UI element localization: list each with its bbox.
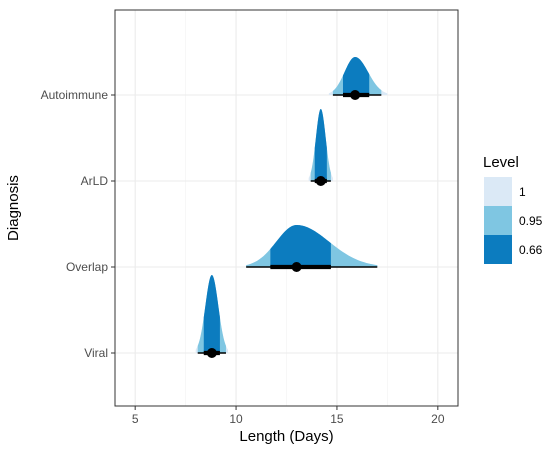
y-tick-label: Viral (84, 346, 108, 360)
legend: Level 1 0.95 0.66 (483, 154, 543, 264)
axes: 5 10 15 20 Autoimmune ArLD Overlap Viral (41, 88, 445, 426)
legend-title: Level (483, 154, 519, 171)
x-axis-title: Length (Days) (239, 428, 333, 445)
legend-key (484, 235, 512, 264)
density-slab-level-0.66 (314, 109, 327, 181)
median-point (315, 176, 326, 186)
legend-label: 0.66 (519, 243, 543, 257)
x-tick-label: 10 (229, 412, 243, 426)
plot-grid (115, 10, 458, 406)
x-tick-label: 15 (330, 412, 344, 426)
density-slab-level-0.66 (203, 275, 220, 353)
y-tick-label: Autoimmune (41, 88, 109, 102)
legend-label: 0.95 (519, 214, 543, 228)
x-tick-label: 5 (132, 412, 139, 426)
plot-marks (195, 57, 388, 358)
median-point (291, 262, 302, 272)
y-tick-label: ArLD (81, 174, 109, 188)
y-axis-title: Diagnosis (5, 175, 22, 241)
density-slab-level-0.66 (270, 225, 331, 267)
plot-border (114, 9, 459, 407)
y-tick-label: Overlap (66, 260, 108, 274)
legend-key (484, 206, 512, 235)
density-slab-level-0.66 (342, 57, 370, 95)
median-point (206, 348, 217, 358)
legend-label: 1 (519, 185, 526, 199)
legend-key (484, 177, 512, 206)
median-point (350, 90, 361, 100)
x-tick-label: 20 (431, 412, 445, 426)
